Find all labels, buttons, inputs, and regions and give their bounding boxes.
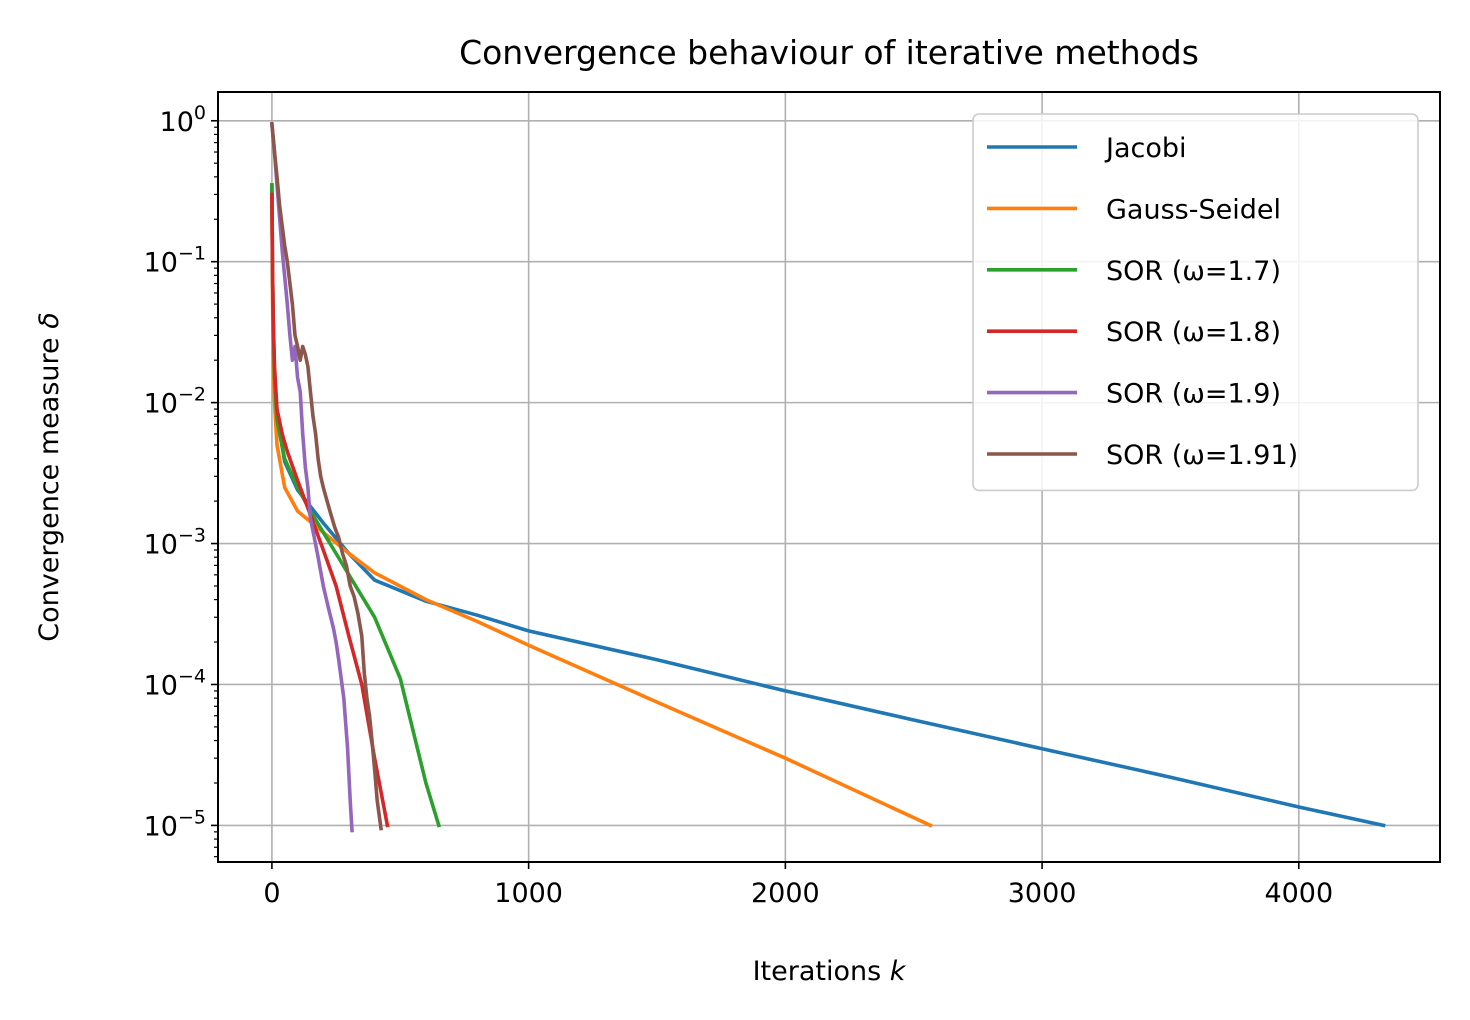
x-axis-label: Iterations k (753, 956, 907, 987)
chart-title: Convergence behaviour of iterative metho… (459, 33, 1199, 72)
legend-label: SOR (ω=1.9) (1106, 379, 1281, 410)
y-axis-label: Convergence measure δ (34, 312, 65, 641)
y-tick-label: 10−2 (144, 384, 206, 420)
y-axis-ticks: 100 10−1 10−2 10−3 10−4 10−5 (144, 102, 218, 858)
y-tick-label: 100 (160, 102, 206, 138)
y-axis-label-text: Convergence measure (34, 329, 65, 642)
x-tick-label: 2000 (751, 878, 820, 909)
y-axis-label-variable: δ (34, 312, 65, 329)
series-lines (269, 121, 1386, 833)
legend-label: SOR (ω=1.91) (1106, 440, 1298, 471)
axes-frame (217, 91, 1441, 863)
legend-box (972, 113, 1419, 492)
series-line-sor-1-9 (269, 121, 354, 833)
x-tick-label: 4000 (1264, 878, 1333, 909)
y-tick-label: 10−1 (144, 243, 206, 279)
legend-label: Jacobi (1104, 133, 1187, 164)
x-axis-label-variable: k (890, 956, 907, 987)
series-line-sor-1-91 (269, 121, 384, 831)
x-axis-ticks: 0 1000 2000 3000 4000 (263, 862, 1333, 909)
y-tick-label: 10−3 (144, 525, 206, 561)
legend-label: SOR (ω=1.7) (1106, 256, 1281, 287)
plot-area (269, 121, 1386, 833)
y-tick-label: 10−5 (144, 806, 206, 842)
legend-label: Gauss-Seidel (1106, 194, 1281, 225)
x-axis-label-text: Iterations (753, 956, 890, 987)
grid (218, 92, 1440, 862)
legend-label: SOR (ω=1.8) (1106, 317, 1281, 348)
series-line-sor-1-8 (270, 192, 390, 828)
y-tick-label: 10−4 (144, 665, 206, 701)
x-tick-label: 1000 (494, 878, 563, 909)
legend: Jacobi Gauss-Seidel SOR (ω=1.7) SOR (ω=1.8)… (972, 113, 1419, 492)
x-tick-label: 3000 (1008, 878, 1077, 909)
x-tick-label: 0 (263, 878, 280, 909)
